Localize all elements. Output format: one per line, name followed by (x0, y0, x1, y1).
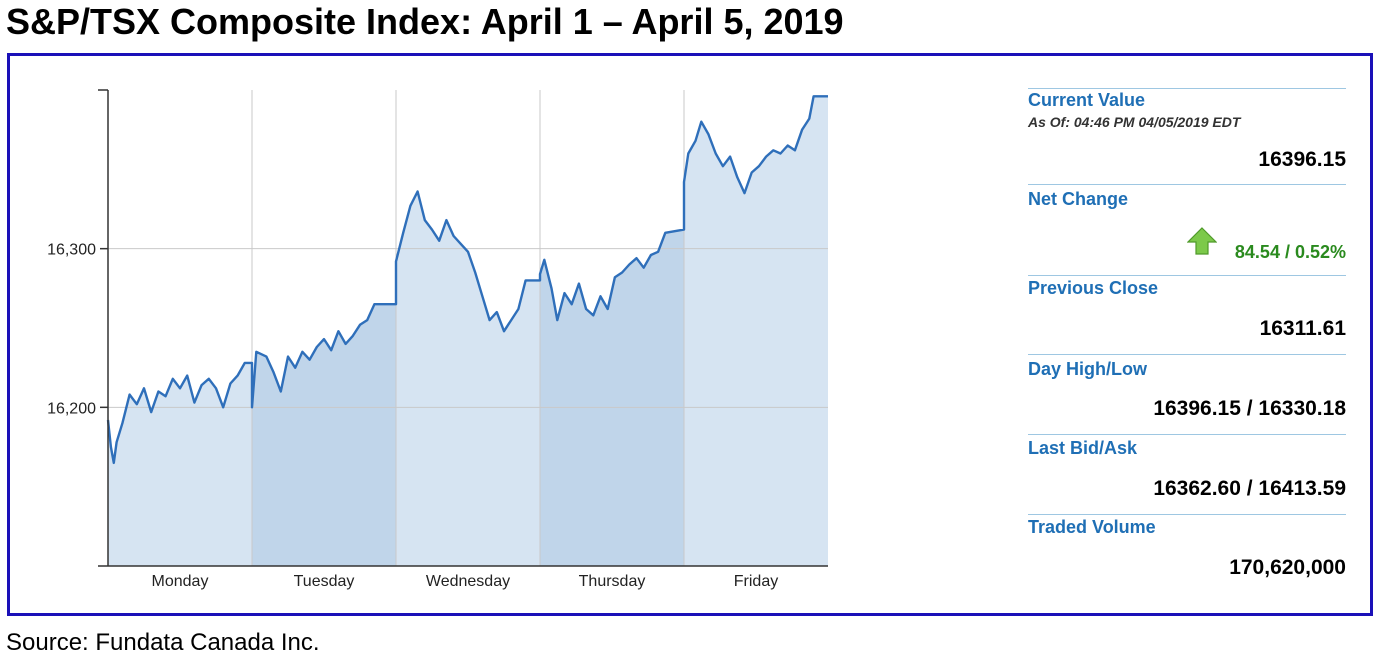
last-bid-ask-label: Last Bid/Ask (1028, 438, 1138, 458)
x-tick-label: Thursday (579, 573, 646, 590)
up-arrow-icon (1187, 227, 1217, 255)
divider (1028, 354, 1346, 355)
traded-volume-value: 170,620,000 (1229, 556, 1346, 579)
x-tick-label: Wednesday (426, 573, 510, 590)
y-tick-labels: 16,200 16,300 (47, 242, 96, 418)
y-tick-label: 16,200 (47, 400, 96, 417)
chart-frame: 16,200 16,300 Monday Tuesday Wednesday Thurs… (7, 53, 1373, 616)
axes (98, 89, 828, 567)
x-tick-label: Friday (734, 573, 778, 590)
divider (1028, 88, 1346, 89)
price-chart: 16,200 16,300 Monday Tuesday Wednesday Thurs… (47, 89, 828, 590)
x-tick-label: Tuesday (294, 573, 355, 590)
day-band-wednesday (396, 191, 540, 566)
day-band-thursday (540, 229, 684, 567)
current-value-label: Current Value (1028, 90, 1146, 110)
last-bid-ask-value: 16362.60 / 16413.59 (1153, 477, 1346, 500)
y-tick-label: 16,300 (47, 242, 96, 259)
divider (1028, 434, 1346, 435)
net-change-label: Net Change (1028, 189, 1129, 209)
divider (1028, 275, 1346, 276)
price-line (106, 95, 828, 465)
day-band-friday (684, 96, 828, 566)
day-band-tuesday (252, 304, 396, 566)
previous-close-value: 16311.61 (1259, 317, 1346, 340)
previous-close-label: Previous Close (1028, 278, 1159, 298)
day-high-low-value: 16396.15 / 16330.18 (1153, 397, 1346, 420)
divider (1028, 184, 1346, 185)
chart-title: S&P/TSX Composite Index: April 1 – April… (6, 1, 844, 42)
gridlines (108, 90, 828, 566)
divider (1028, 514, 1346, 515)
day-bands (108, 96, 828, 567)
x-tick-labels: Monday Tuesday Wednesday Thursday Friday (152, 573, 779, 590)
x-tick-label: Monday (152, 573, 209, 590)
traded-volume-label: Traded Volume (1028, 517, 1156, 537)
day-band-monday (108, 362, 252, 566)
source-note: Source: Fundata Canada Inc. (6, 629, 320, 656)
as-of-timestamp: As Of: 04:46 PM 04/05/2019 EDT (1028, 114, 1241, 130)
net-change-value: 84.54 / 0.52% (1234, 242, 1346, 262)
day-high-low-label: Day High/Low (1028, 359, 1148, 379)
current-value: 16396.15 (1258, 148, 1346, 171)
